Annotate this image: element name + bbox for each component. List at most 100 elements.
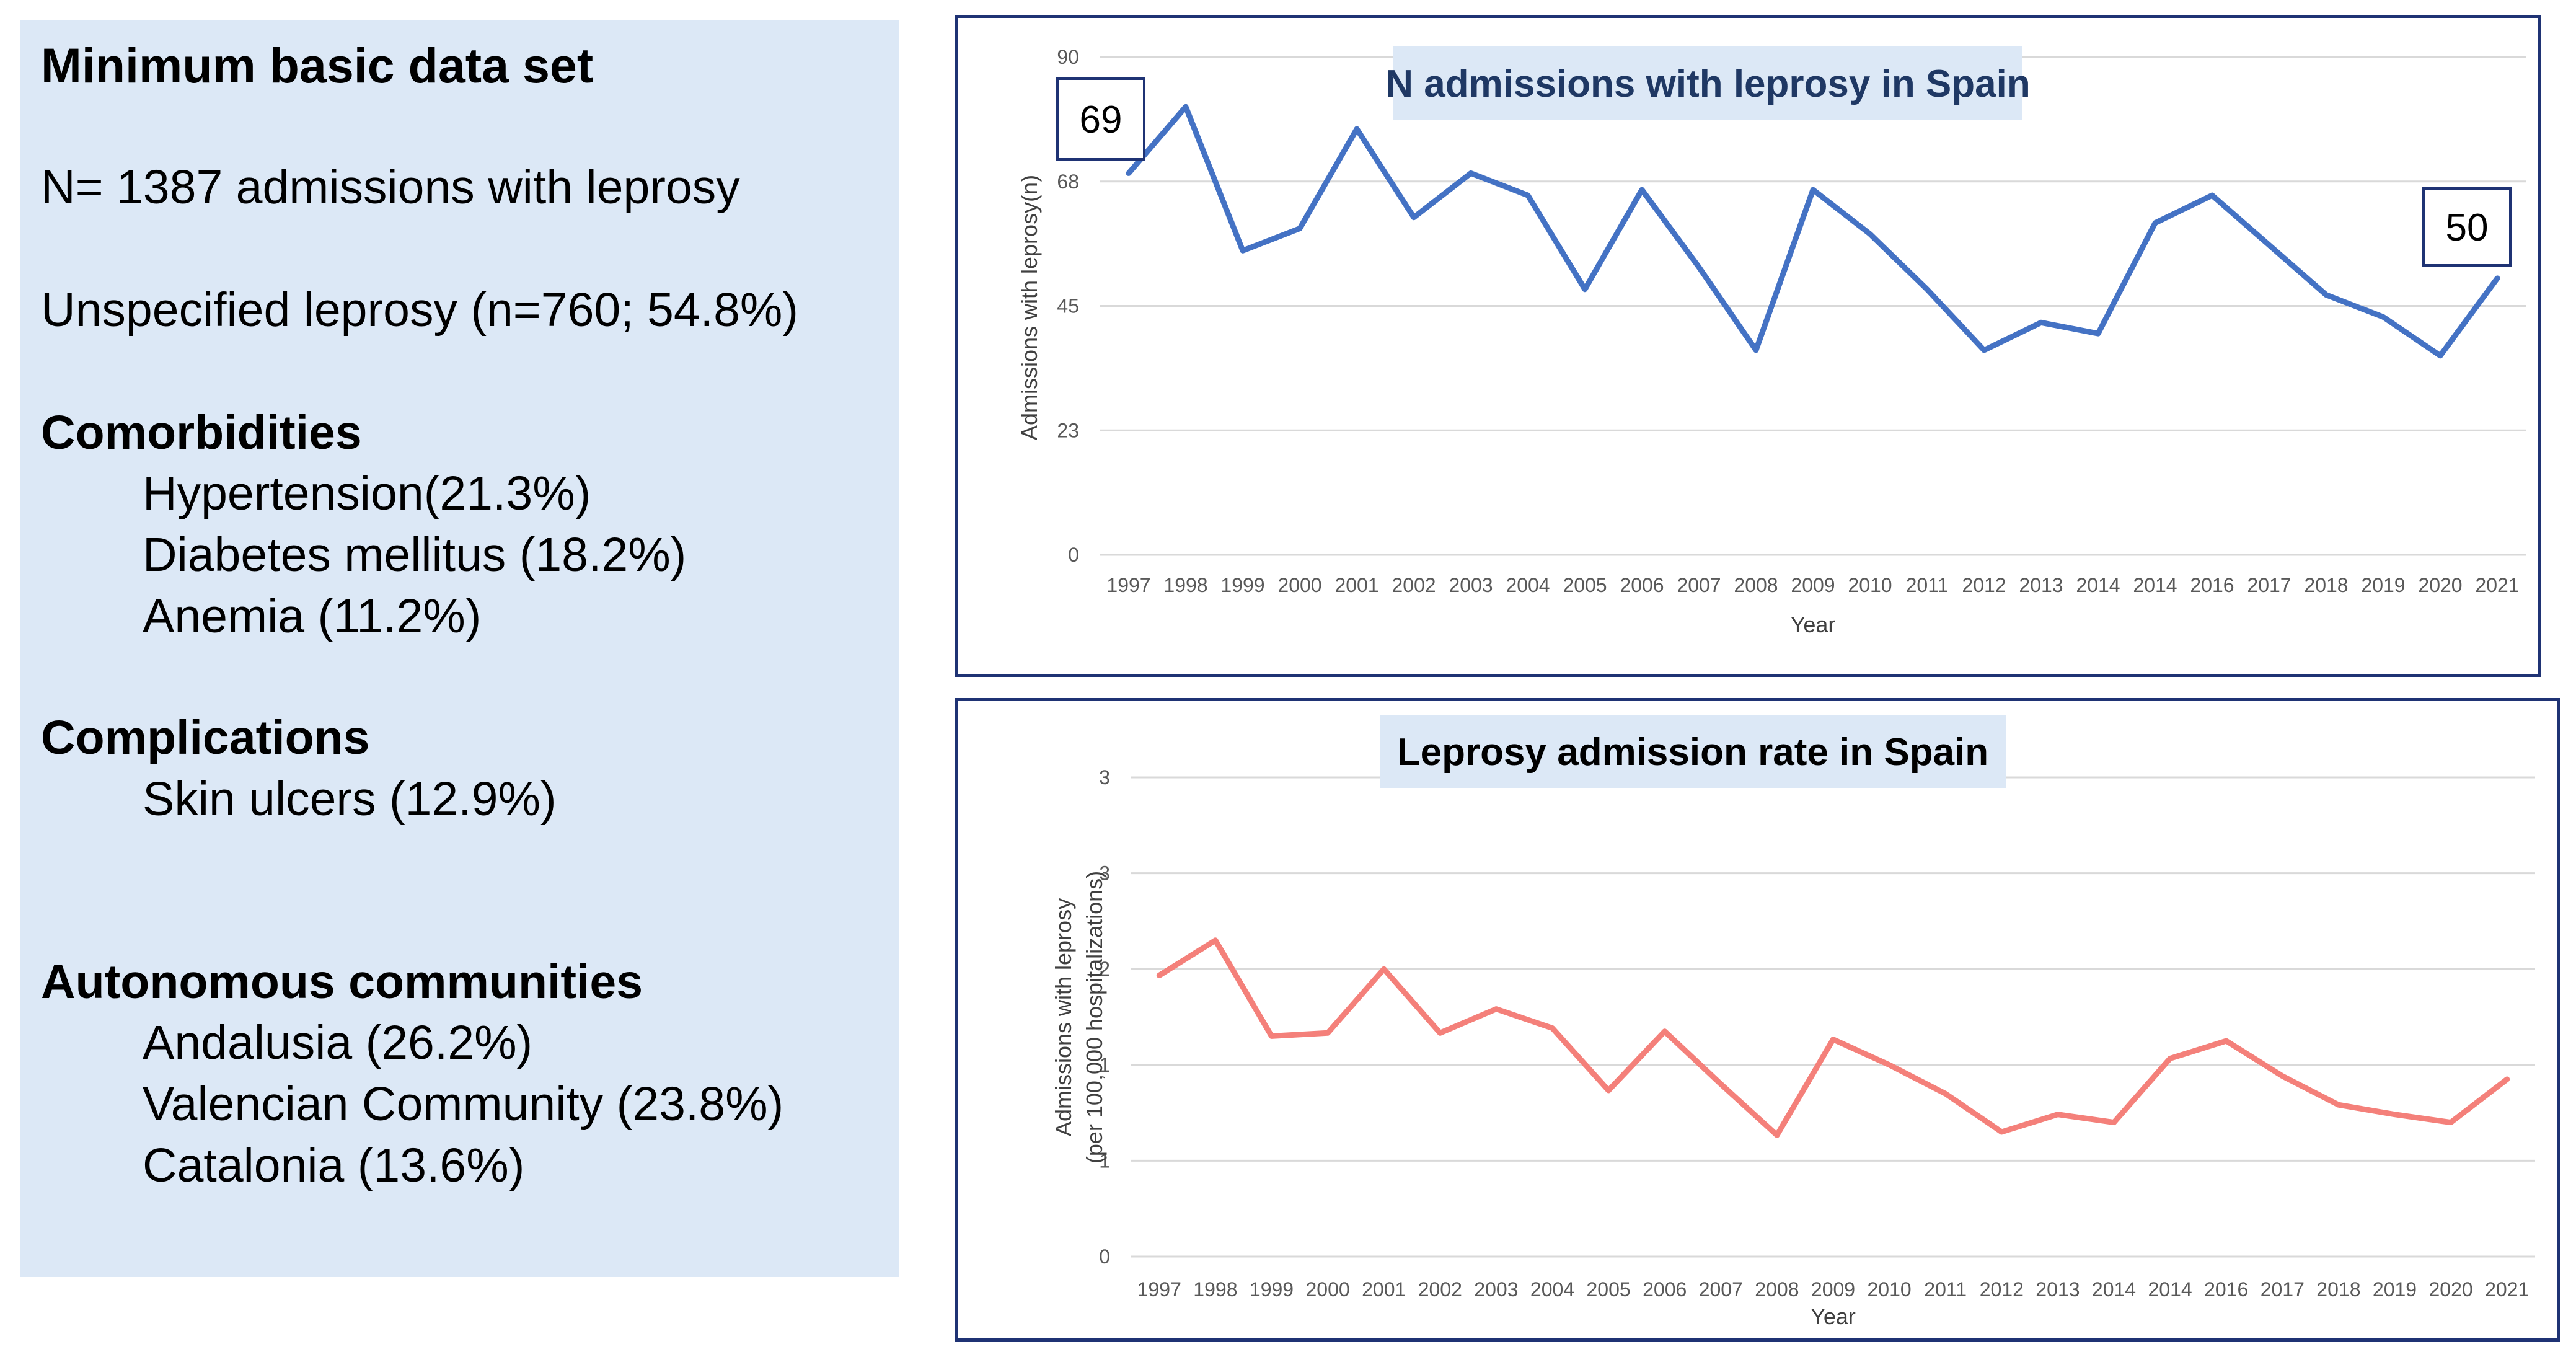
data-point <box>1698 266 1700 269</box>
x-tick-label: 2010 <box>1868 1278 1912 1301</box>
y-tick-label: 45 <box>1057 295 1079 317</box>
x-tick-label: 2011 <box>1906 574 1949 596</box>
x-tick-label: 2019 <box>2361 574 2405 596</box>
x-tick-label: 2021 <box>2485 1278 2529 1301</box>
x-axis-title: Year <box>1811 1304 1856 1329</box>
y-tick-label: 2 <box>1099 958 1110 980</box>
data-point <box>1242 249 1244 252</box>
data-point <box>1832 1038 1835 1041</box>
data-point <box>1439 1032 1442 1035</box>
x-tick-label: 1997 <box>1137 1278 1181 1301</box>
data-point <box>1270 1035 1273 1038</box>
data-point <box>2281 1074 2284 1077</box>
x-tick-label: 2010 <box>1848 574 1892 596</box>
data-point <box>1944 1092 1947 1095</box>
x-tick-label: 2020 <box>2418 574 2462 596</box>
x-tick-label: 2013 <box>2036 1278 2080 1301</box>
x-tick-label: 2002 <box>1418 1278 1462 1301</box>
data-point <box>1755 348 1757 351</box>
y-tick-label: 1 <box>1099 1149 1110 1172</box>
data-point <box>2450 1121 2453 1124</box>
x-tick-label: 2007 <box>1699 1278 1743 1301</box>
data-point <box>1888 1063 1891 1066</box>
data-point <box>1299 227 1301 230</box>
x-tick-label: 2004 <box>1506 574 1550 596</box>
summary-panel <box>20 20 899 1277</box>
x-tick-label: 2007 <box>1677 574 1721 596</box>
x-tick-label: 2000 <box>1306 1278 1350 1301</box>
x-tick-label: 2014 <box>2092 1278 2136 1301</box>
data-point <box>2325 293 2327 296</box>
x-tick-label: 2014 <box>2148 1278 2192 1301</box>
x-tick-label: 1998 <box>1193 1278 1237 1301</box>
x-tick-label: 1997 <box>1106 574 1150 596</box>
x-tick-label: 2017 <box>2261 1278 2305 1301</box>
data-point <box>1719 1082 1722 1085</box>
data-point <box>1214 939 1217 942</box>
summary-total: N= 1387 admissions with leprosy <box>41 161 740 214</box>
x-tick-label: 2008 <box>1755 1278 1799 1301</box>
comorbidity-item: Anemia (11.2%) <box>143 590 482 643</box>
x-tick-label: 2006 <box>1620 574 1664 596</box>
chart-title: N admissions with leprosy in Spain <box>1385 63 2030 105</box>
x-tick-label: 2016 <box>2190 574 2234 596</box>
x-tick-label: 2006 <box>1643 1278 1687 1301</box>
community-item: Valencian Community (23.8%) <box>143 1077 784 1131</box>
x-tick-label: 2018 <box>2316 1278 2360 1301</box>
y-tick-label: 3 <box>1099 862 1110 885</box>
x-tick-label: 2001 <box>1362 1278 1406 1301</box>
data-point <box>2112 1121 2115 1124</box>
data-point <box>1158 974 1161 977</box>
data-point <box>2000 1131 2003 1134</box>
chart-title: Leprosy admission rate in Spain <box>1397 731 1988 774</box>
data-point <box>2496 276 2499 280</box>
data-point <box>1413 216 1415 219</box>
chart-title-bg <box>1380 715 2006 788</box>
data-label: 50 <box>2446 206 2489 249</box>
data-label-box <box>2422 187 2512 267</box>
x-tick-label: 2003 <box>1449 574 1493 596</box>
x-tick-label: 2014 <box>2076 574 2120 596</box>
data-point <box>1926 288 1928 291</box>
admission-rate-chart: 0 1 1 2 3 3 1997 1998 1999 2000 2001 2002 2003 2004 20… <box>955 698 2560 1342</box>
y-tick-label: 1 <box>1099 1054 1110 1076</box>
data-point <box>2040 321 2042 324</box>
community-item: Andalusia (26.2%) <box>143 1016 533 1069</box>
x-tick-label: 2011 <box>1924 1278 1967 1301</box>
y-tick-label: 23 <box>1057 419 1079 441</box>
data-point <box>1983 348 1985 351</box>
data-point <box>1356 127 1358 130</box>
x-tick-label: 2014 <box>2133 574 2177 596</box>
data-point <box>2337 1103 2340 1107</box>
data-point <box>2268 244 2270 247</box>
x-tick-label: 2000 <box>1277 574 1321 596</box>
data-point <box>2505 1077 2508 1081</box>
data-point <box>2211 194 2213 197</box>
x-tick-label: 2005 <box>1563 574 1607 596</box>
x-tick-label: 2019 <box>2373 1278 2417 1301</box>
data-point <box>2097 332 2099 335</box>
y-tick-label: 90 <box>1057 46 1079 68</box>
admissions-count-svg: 0 23 45 68 90 1997 1998 1999 2000 2001 2002 2003 200… <box>1017 46 2526 637</box>
data-point <box>1551 1027 1554 1030</box>
data-point <box>2382 316 2384 319</box>
data-point <box>1775 1134 1778 1137</box>
data-point <box>2154 221 2156 224</box>
data-point <box>1607 1089 1610 1092</box>
data-point <box>1127 172 1130 175</box>
x-tick-label: 2012 <box>1980 1278 2024 1301</box>
data-point <box>2169 1057 2172 1060</box>
complications-heading: Complications <box>41 711 370 764</box>
communities-heading: Autonomous communities <box>41 955 643 1009</box>
community-item: Catalonia (13.6%) <box>143 1139 525 1192</box>
data-point <box>1494 1007 1498 1010</box>
x-tick-label: 2020 <box>2429 1278 2473 1301</box>
x-tick-label: 2002 <box>1392 574 1436 596</box>
summary-title: Minimum basic data set <box>41 38 594 93</box>
y-axis-title: (per 100,000 hospitalizations) <box>1082 871 1107 1164</box>
admission-rate-svg: 0 1 1 2 3 3 1997 1998 1999 2000 2001 2002 2003 2004 20… <box>1051 715 2535 1329</box>
complication-item: Skin ulcers (12.9%) <box>143 772 557 826</box>
y-tick-label: 68 <box>1057 170 1079 193</box>
summary-unspecified: Unspecified leprosy (n=760; 54.8%) <box>41 283 798 337</box>
x-tick-label: 2012 <box>1962 574 2006 596</box>
